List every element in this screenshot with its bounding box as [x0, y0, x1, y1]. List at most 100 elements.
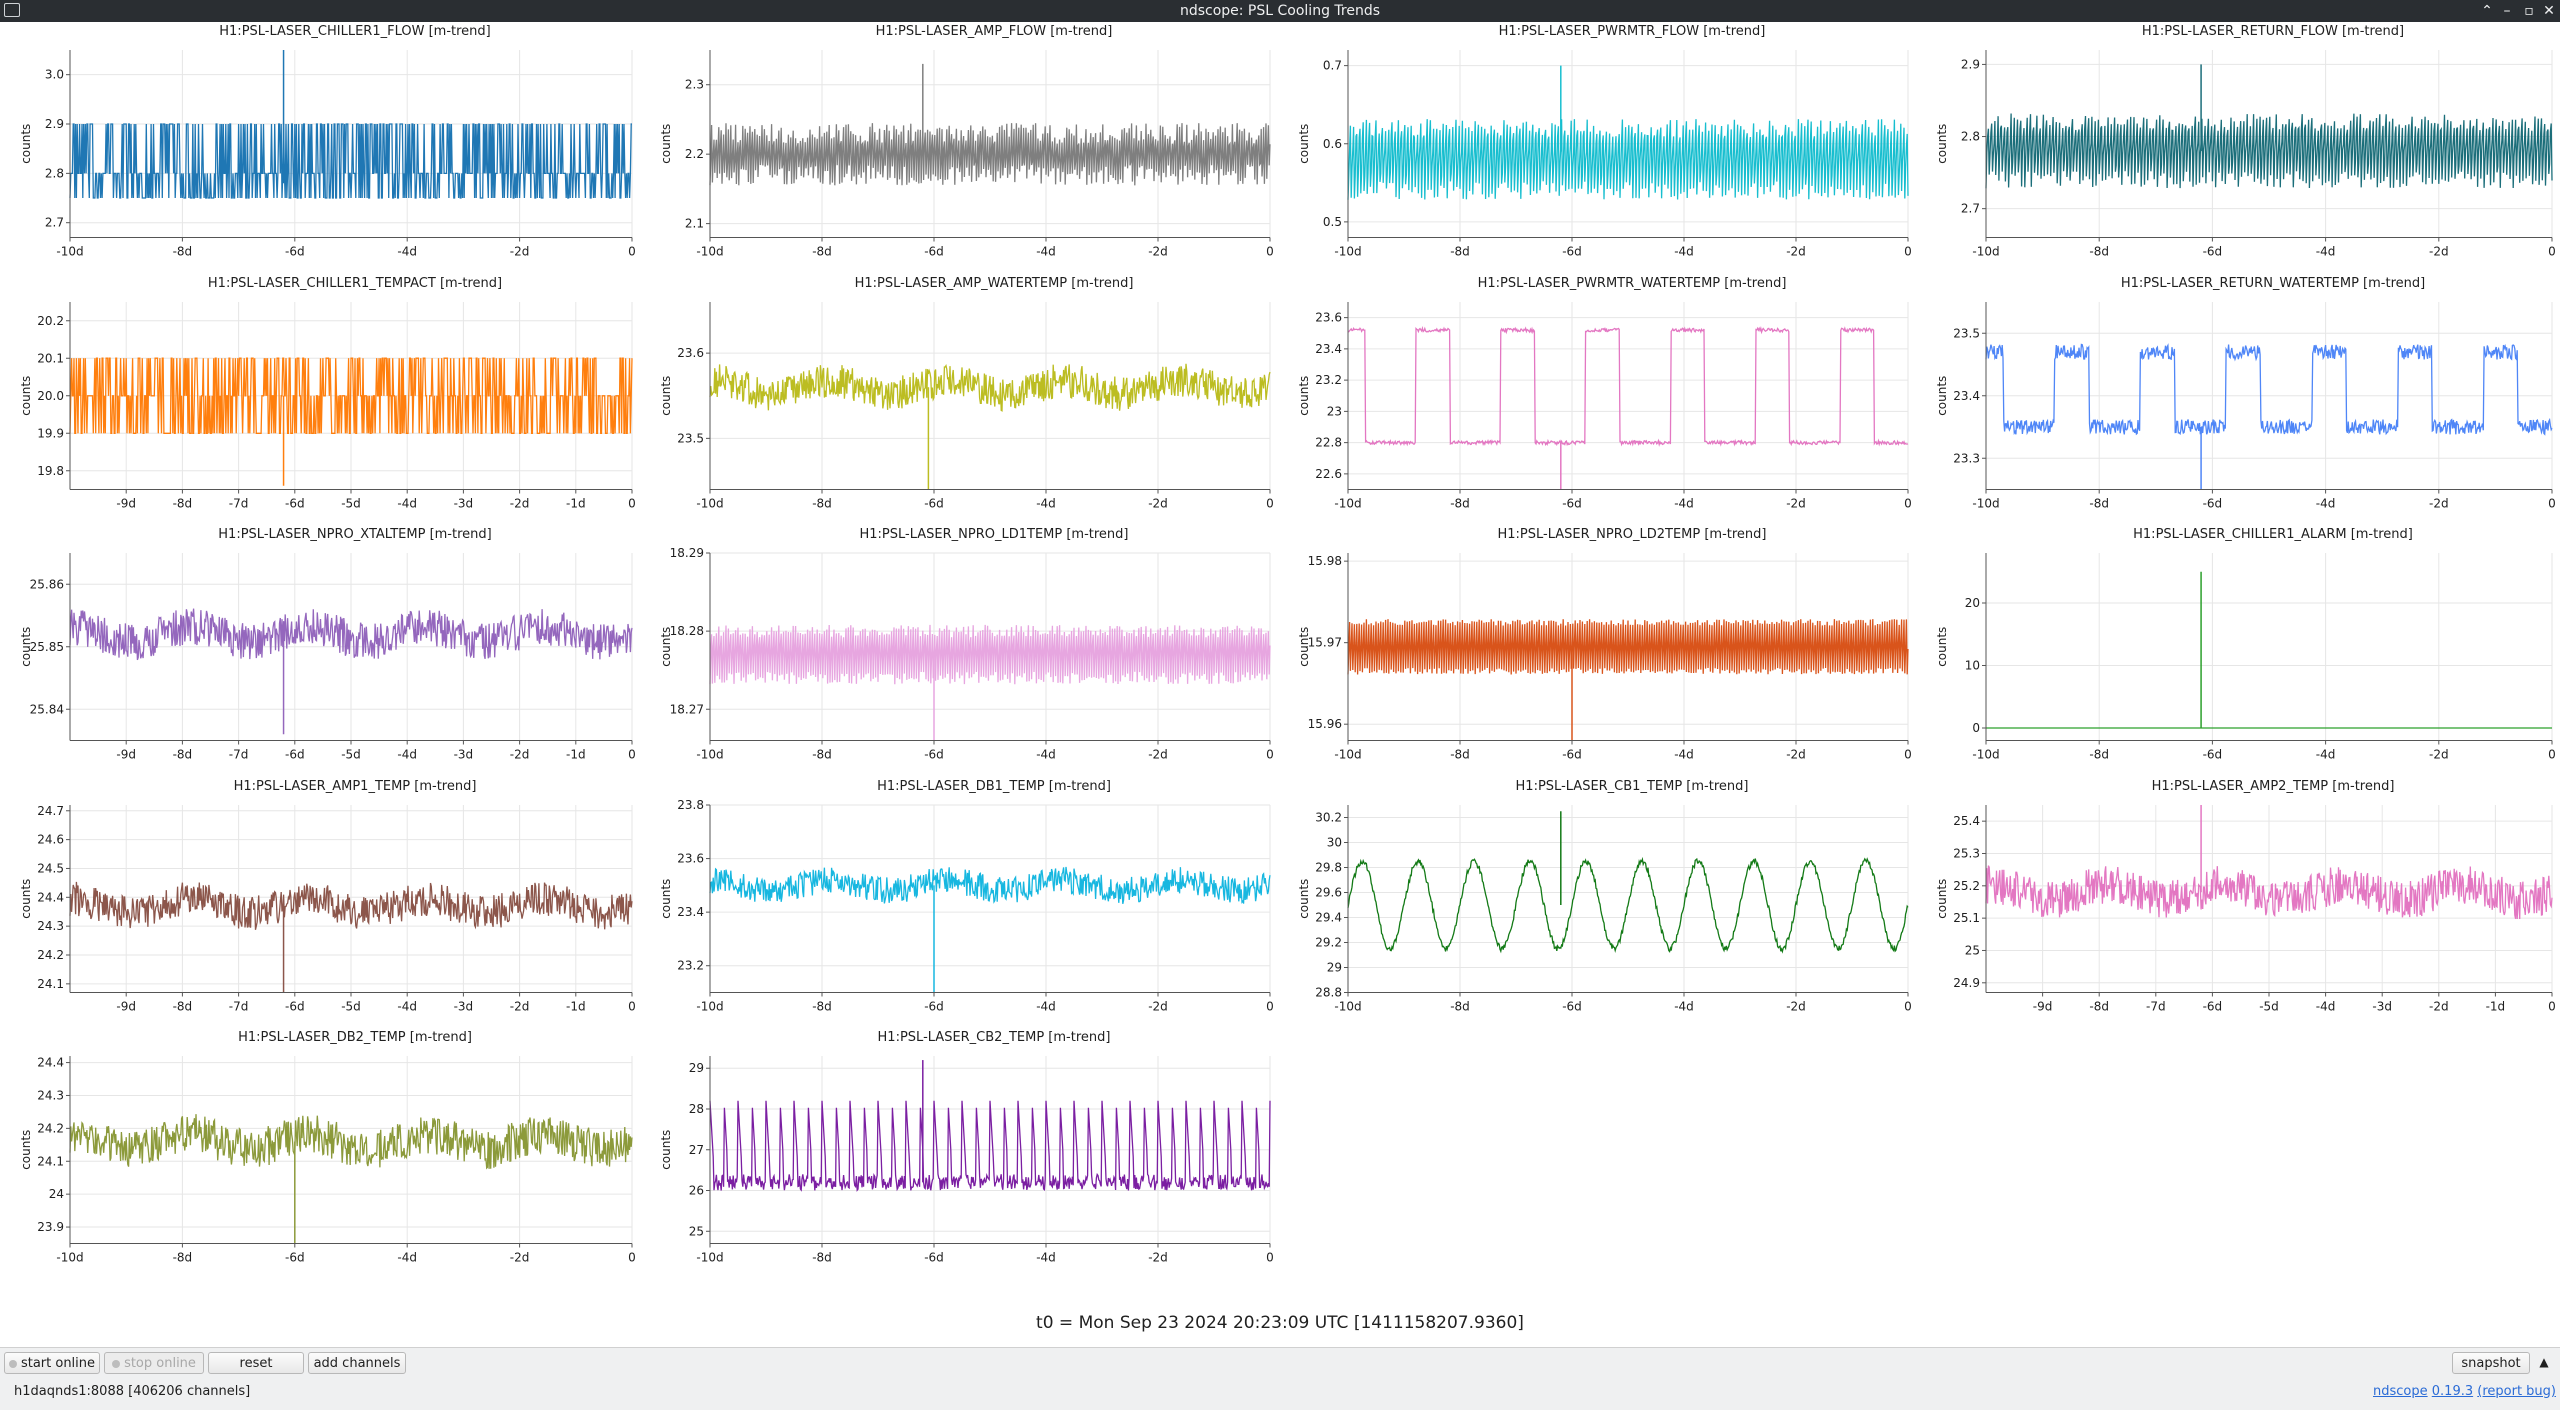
y-tick-label: 24.7	[37, 803, 64, 817]
plot-canvas[interactable]: 15.98 15.97 15.96 -10d -8d -6d -4d -2d 0 counts	[1278, 525, 1916, 777]
plot-panel[interactable]: H1:PSL-LASER_NPRO_LD1TEMP [m-trend] 18.29…	[640, 525, 1278, 777]
x-tick-label: -4d	[2316, 496, 2336, 510]
y-tick-label: 24.1	[37, 1154, 64, 1168]
version-info: ndscope 0.19.3 (report bug)	[2373, 1384, 2556, 1399]
x-tick-label: -6d	[924, 1251, 944, 1265]
snapshot-button[interactable]: snapshot	[2452, 1352, 2530, 1374]
plot-canvas[interactable]: 25.86 25.85 25.84 -9d -8d -7d -6d -5d -4d -3d -2d -…	[0, 525, 640, 777]
plot-title: H1:PSL-LASER_NPRO_LD2TEMP [m-trend]	[1497, 527, 1767, 542]
plot-panel[interactable]: H1:PSL-LASER_RETURN_WATERTEMP [m-trend] 2…	[1916, 274, 2560, 526]
window-maximize-icon[interactable]: ▫	[2524, 3, 2534, 19]
start-online-button[interactable]: start online	[4, 1352, 100, 1374]
x-tick-label: -8d	[1450, 245, 1470, 259]
plot-panel[interactable]: H1:PSL-LASER_NPRO_XTALTEMP [m-trend] 25.8…	[0, 525, 640, 777]
reset-button[interactable]: reset	[208, 1352, 304, 1374]
plot-title: H1:PSL-LASER_PWRMTR_FLOW [m-trend]	[1498, 24, 1766, 39]
plot-panel[interactable]: H1:PSL-LASER_CB2_TEMP [m-trend] 29 28 27 26 2…	[640, 1028, 1278, 1280]
x-tick-label: -5d	[341, 496, 361, 510]
plot-canvas[interactable]: 29 28 27 26 25 -10d -8d -6d -4d -2d 0 counts	[640, 1028, 1278, 1280]
x-tick-label: -5d	[2259, 999, 2279, 1013]
plot-panel[interactable]: H1:PSL-LASER_AMP_FLOW [m-trend] 2.3 2.2 2.1…	[640, 22, 1278, 274]
plot-grid-lines	[1347, 804, 1909, 993]
online-indicator-icon	[8, 1359, 17, 1368]
plot-panel[interactable]: H1:PSL-LASER_DB2_TEMP [m-trend] 24.4 24.3 2…	[0, 1028, 640, 1280]
plot-canvas[interactable]: 23.6 23.4 23.2 23 22.8 22.6 -10d -8d -6d -4d -2d 0 c…	[1278, 274, 1916, 526]
version-link[interactable]: 0.19.3	[2431, 1384, 2474, 1399]
x-tick-label: 0	[628, 245, 636, 259]
y-tick-label: 25.85	[30, 640, 64, 654]
plot-title: H1:PSL-LASER_NPRO_XTALTEMP [m-trend]	[218, 527, 492, 542]
y-tick-label: 25.84	[30, 702, 64, 716]
series-trace	[1985, 342, 2553, 436]
plot-panel[interactable]: H1:PSL-LASER_DB1_TEMP [m-trend] 23.8 23.6 2…	[640, 777, 1278, 1029]
plot-canvas[interactable]: 25.4 25.3 25.2 25.1 25 24.9 -9d -8d -7d -6d -5d -4d…	[1916, 777, 2560, 1029]
plot-panel[interactable]: H1:PSL-LASER_AMP1_TEMP [m-trend] 24.7 24.6…	[0, 777, 640, 1029]
y-tick-label: 23.9	[37, 1220, 64, 1234]
plot-panel[interactable]: H1:PSL-LASER_PWRMTR_WATERTEMP [m-trend] 2…	[1278, 274, 1916, 526]
y-axis-label: counts	[659, 627, 673, 667]
plot-canvas[interactable]: 23.5 23.4 23.3 -10d -8d -6d -4d -2d 0 counts	[1916, 274, 2560, 526]
y-tick-label: 19.8	[37, 463, 64, 477]
ndscope-link[interactable]: ndscope	[2373, 1384, 2428, 1399]
window-collapse-icon[interactable]: ⌃	[2481, 3, 2493, 19]
start-online-label: start online	[20, 1356, 96, 1371]
x-tick-label: -8d	[2089, 245, 2109, 259]
plot-panel[interactable]: H1:PSL-LASER_CHILLER1_FLOW [m-trend] 3.0 2…	[0, 22, 640, 274]
x-tick-label: -2d	[1786, 999, 1806, 1013]
series-trace	[69, 608, 633, 661]
plot-panel[interactable]: H1:PSL-LASER_AMP2_TEMP [m-trend] 25.4 25.3…	[1916, 777, 2560, 1029]
y-tick-label: 3.0	[45, 68, 64, 82]
x-tick-label: -4d	[1036, 748, 1056, 762]
plot-canvas[interactable]: 30.2 30 29.8 29.6 29.4 29.2 29 28.8-10d -8d -6d -4…	[1278, 777, 1916, 1029]
y-tick-label: 0.6	[1323, 137, 1342, 151]
plot-canvas[interactable]: 3.0 2.9 2.8 2.7 -10d -8d -6d -4d -2d 0 counts	[0, 22, 640, 274]
plot-panel[interactable]: H1:PSL-LASER_CB1_TEMP [m-trend] 30.2 30 29.…	[1278, 777, 1916, 1029]
plot-canvas[interactable]: 2.9 2.8 2.7 -10d -8d -6d -4d -2d 0 counts	[1916, 22, 2560, 274]
y-tick-label: 0.5	[1323, 215, 1342, 229]
plot-panel[interactable]: H1:PSL-LASER_AMP_WATERTEMP [m-trend] 23.6…	[640, 274, 1278, 526]
y-tick-label: 27	[689, 1143, 704, 1157]
x-tick-label: -8d	[2089, 496, 2109, 510]
x-tick-label: -5d	[341, 748, 361, 762]
y-tick-label: 24.5	[37, 861, 64, 875]
y-axis-label: counts	[659, 1130, 673, 1170]
x-tick-label: -2d	[1148, 245, 1168, 259]
plot-canvas[interactable]: 24.4 24.3 24.2 24.1 24 23.9 -10d -8d -6d -4d -2d 0 c…	[0, 1028, 640, 1280]
y-axis-label: counts	[659, 375, 673, 415]
report-bug-link[interactable]: (report bug)	[2477, 1384, 2556, 1399]
x-tick-label: -6d	[1562, 496, 1582, 510]
x-tick-label: -6d	[924, 999, 944, 1013]
window-close-icon[interactable]: ✕	[2543, 3, 2555, 19]
y-tick-label: 23.2	[1315, 373, 1342, 387]
plot-canvas[interactable]: 23.8 23.6 23.4 23.2 -10d -8d -6d -4d -2d 0 counts	[640, 777, 1278, 1029]
plot-canvas[interactable]: 20.2 20.1 20.0 19.9 19.8 -9d -8d -7d -6d -5d -4d -3…	[0, 274, 640, 526]
stop-online-button: stop online	[104, 1352, 204, 1374]
add-channels-button[interactable]: add channels	[308, 1352, 406, 1374]
plot-panel[interactable]: H1:PSL-LASER_CHILLER1_TEMPACT [m-trend] 2…	[0, 274, 640, 526]
plot-panel[interactable]: H1:PSL-LASER_CHILLER1_ALARM [m-trend] 20 1…	[1916, 525, 2560, 777]
x-tick-label: -6d	[2203, 496, 2223, 510]
y-tick-label: 23.4	[677, 905, 704, 919]
plot-panel[interactable]: H1:PSL-LASER_PWRMTR_FLOW [m-trend] 0.7 0.6…	[1278, 22, 1916, 274]
series-trace	[69, 1114, 633, 1170]
plot-canvas[interactable]: 20 10 0 -10d -8d -6d -4d -2d 0 counts	[1916, 525, 2560, 777]
plot-canvas[interactable]: 0.7 0.6 0.5 -10d -8d -6d -4d -2d 0 counts	[1278, 22, 1916, 274]
y-tick-label: 24.6	[37, 832, 64, 846]
t0-label: t0 = Mon Sep 23 2024 20:23:09 UTC [14111…	[1036, 1313, 1524, 1333]
window-minimize-icon[interactable]: –	[2503, 3, 2511, 19]
plot-grid[interactable]: H1:PSL-LASER_CHILLER1_FLOW [m-trend] 3.0 2…	[0, 22, 2560, 1347]
plot-panel[interactable]: H1:PSL-LASER_NPRO_LD2TEMP [m-trend] 15.98…	[1278, 525, 1916, 777]
expand-panel-icon[interactable]: ▲	[2539, 1355, 2549, 1369]
series-trace	[1347, 325, 1909, 447]
x-tick-label: -4d	[1674, 496, 1694, 510]
x-tick-label: -2d	[510, 999, 530, 1013]
plot-canvas[interactable]: 23.6 23.5 -10d -8d -6d -4d -2d 0 counts	[640, 274, 1278, 526]
x-tick-label: -2d	[510, 496, 530, 510]
plot-canvas[interactable]: 18.29 18.28 18.27 -10d -8d -6d -4d -2d 0 counts	[640, 525, 1278, 777]
plot-canvas[interactable]: 2.3 2.2 2.1 -10d -8d -6d -4d -2d 0 counts	[640, 22, 1278, 274]
plot-panel[interactable]: H1:PSL-LASER_RETURN_FLOW [m-trend] 2.9 2.8…	[1916, 22, 2560, 274]
x-tick-label: -7d	[2146, 999, 2166, 1013]
plot-canvas[interactable]: 24.7 24.6 24.5 24.4 24.3 24.2 24.1 -9d -8d -7d -6d…	[0, 777, 640, 1029]
x-tick-label: 0	[1904, 496, 1912, 510]
x-tick-label: -8d	[173, 496, 193, 510]
